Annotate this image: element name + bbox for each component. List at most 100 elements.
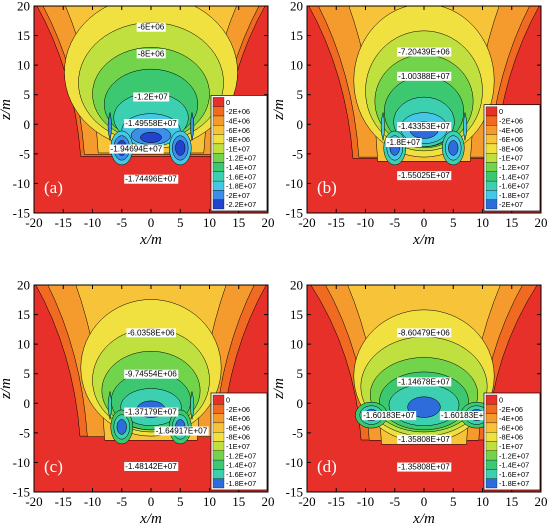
contour-band	[107, 391, 112, 420]
contour-label: -8E+06	[138, 49, 165, 58]
y-tick-label: -10	[286, 455, 303, 470]
x-tick-label: 20	[262, 494, 275, 509]
y-tick-label: 5	[297, 366, 304, 381]
panel-label: (d)	[317, 457, 337, 476]
x-tick-label: -5	[116, 215, 127, 230]
x-tick-label: 10	[476, 215, 489, 230]
legend-label: -1.2E+07	[499, 451, 529, 460]
legend-label: 0	[226, 396, 230, 405]
legend-swatch	[485, 422, 498, 433]
legend-swatch	[485, 394, 498, 405]
y-tick-label: 0	[297, 396, 304, 411]
legend-swatch	[212, 134, 225, 145]
contour-label-bg	[126, 328, 177, 338]
legend-swatch	[212, 441, 225, 451]
contour-label-bg	[136, 22, 166, 32]
y-tick-label: 10	[17, 58, 30, 73]
y-tick-label: 20	[17, 0, 30, 14]
y-axis-label: z/m	[0, 378, 14, 400]
y-tick-label: 0	[297, 117, 304, 132]
y-tick-label: -15	[286, 485, 303, 500]
contour-band	[190, 391, 195, 420]
y-tick-label: 15	[17, 307, 30, 322]
legend-label: -1.8E+07	[499, 479, 529, 488]
contour-label-bg	[136, 49, 166, 59]
y-tick-label: 20	[290, 278, 303, 293]
legend-label: -2E+06	[226, 405, 250, 414]
x-tick-label: 0	[148, 215, 155, 230]
legend-swatch	[485, 469, 498, 479]
x-tick-label: -10	[357, 215, 374, 230]
legend-label: -1.4E+07	[499, 461, 529, 470]
x-tick-label: 15	[232, 215, 245, 230]
x-tick-label: 5	[450, 215, 457, 230]
x-tick-label: 10	[203, 494, 216, 509]
legend-swatch	[485, 115, 498, 126]
contour-label: -1.49558E+07	[125, 119, 177, 128]
legend-label: -1.4E+07	[226, 163, 256, 172]
legend-label: -1.2E+07	[226, 451, 256, 460]
legend-swatch	[485, 441, 498, 451]
contour-band	[140, 132, 162, 143]
contour-label-bg	[397, 377, 452, 387]
legend: 0-2E+06-4E+06-6E+06-8E+06-1E+07-1.2E+07-…	[210, 392, 268, 491]
x-tick-label: -15	[55, 494, 72, 509]
x-axis-label: x/m	[412, 232, 435, 248]
y-tick-label: 5	[24, 87, 31, 102]
contour-label: -1.60183E+07	[363, 411, 415, 420]
legend-swatch	[485, 199, 498, 210]
contour-band	[107, 112, 112, 141]
contour-label-bg	[362, 411, 417, 421]
contour-label: -1.35808E+07	[398, 435, 450, 444]
y-axis-label: z/m	[271, 378, 287, 400]
contour-label-bg	[439, 411, 494, 421]
y-tick-label: 0	[24, 117, 31, 132]
y-tick-label: 15	[290, 307, 303, 322]
legend-swatch	[485, 190, 498, 200]
y-tick-label: 10	[17, 337, 30, 352]
x-tick-label: 15	[505, 494, 518, 509]
x-tick-label: -20	[298, 215, 315, 230]
contour-band	[463, 112, 468, 141]
y-tick-label: 15	[17, 28, 30, 43]
contour-label-bg	[124, 119, 179, 129]
legend-swatch	[485, 106, 498, 117]
contour-panel: -7.20439E+06 -1.00388E+07 -1.43353E+07 -1.8…	[271, 0, 548, 248]
legend-label: -1.8E+07	[499, 191, 529, 200]
legend-swatch	[485, 450, 498, 461]
legend-swatch	[485, 162, 498, 172]
y-tick-label: -15	[13, 206, 30, 221]
legend-label: -2E+07	[226, 191, 250, 200]
x-tick-label: 20	[262, 215, 275, 230]
x-axis-label: x/m	[412, 511, 435, 527]
legend-swatch	[212, 413, 225, 424]
x-tick-label: 5	[177, 494, 184, 509]
x-tick-label: 0	[421, 215, 428, 230]
legend-label: -4E+06	[226, 414, 250, 423]
legend-label: -1E+07	[499, 154, 523, 163]
x-tick-label: 0	[421, 494, 428, 509]
y-axis-label: z/m	[0, 99, 14, 121]
legend-label: -6E+06	[226, 423, 250, 432]
x-tick-label: 20	[535, 215, 548, 230]
legend-swatch	[212, 180, 225, 191]
contour-label: -1.35808E+07	[398, 463, 450, 472]
y-tick-label: -10	[286, 176, 303, 191]
panel-label: (c)	[44, 457, 63, 476]
contour-label-bg	[397, 328, 452, 338]
contour-panel: -6E+06-8E+06-1.2E+07-1.49558E+07-1.94694…	[0, 0, 275, 248]
contour-label-bg	[124, 407, 179, 417]
y-tick-label: -10	[13, 176, 30, 191]
legend-label: -1.6E+07	[226, 172, 256, 181]
contour-label: -1.48142E+07	[125, 462, 177, 471]
legend-label: -2E+06	[499, 405, 523, 414]
y-axis-label: z/m	[271, 99, 287, 121]
legend-label: 0	[499, 107, 503, 116]
x-tick-label: -5	[389, 215, 400, 230]
legend-label: -2E+06	[226, 107, 250, 116]
legend-label: -1.2E+07	[499, 163, 529, 172]
legend-swatch	[212, 125, 225, 135]
legend-swatch	[212, 143, 225, 154]
legend: 0-2E+06-4E+06-6E+06-8E+06-1E+07-1.2E+07-…	[483, 104, 541, 212]
legend-label: -1.2E+07	[226, 154, 256, 163]
